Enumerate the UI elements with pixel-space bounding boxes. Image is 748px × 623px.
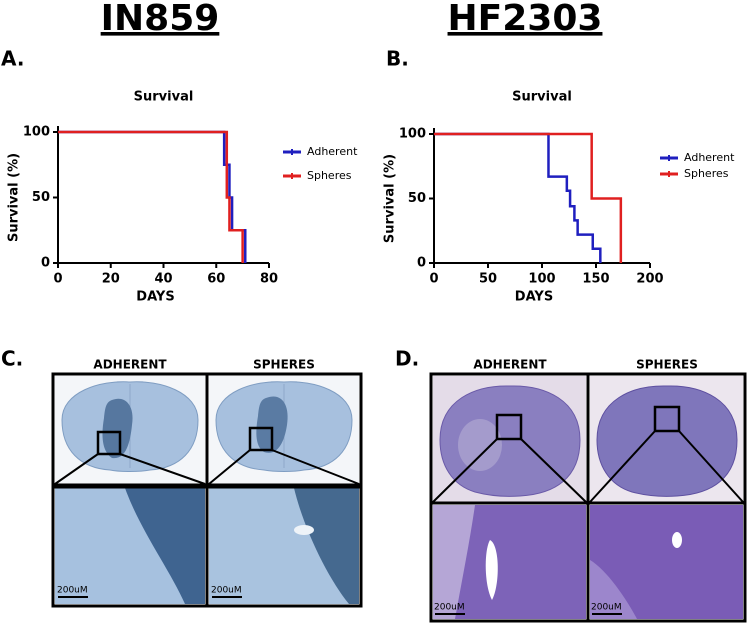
ventricle <box>485 540 498 600</box>
normal-tissue <box>433 505 475 619</box>
x-tick-label: 0 <box>429 272 438 287</box>
histology-d-adherent: 200uM <box>429 372 590 623</box>
x-tick-label: 150 <box>582 272 609 287</box>
legend-label: Adherent <box>684 151 735 164</box>
y-tick-label: 0 <box>417 256 426 271</box>
survival-curve <box>58 130 244 263</box>
y-axis-label: Survival (%) <box>7 153 22 242</box>
y-tick-label: 0 <box>41 256 50 271</box>
zoom-lines <box>432 438 587 503</box>
panel-label: A. <box>1 47 24 71</box>
histology-c-spheres: 200uM <box>205 372 363 608</box>
column-label: ADHERENT <box>93 358 167 372</box>
chart-title: Survival <box>134 90 194 105</box>
tumor <box>102 398 133 459</box>
y-tick-label: 100 <box>399 127 426 142</box>
brain-section <box>596 385 738 497</box>
y-tick-label: 50 <box>408 191 426 206</box>
legend-label: Spheres <box>684 167 729 180</box>
tissue-region <box>458 419 502 471</box>
column-label: SPHERES <box>253 358 315 372</box>
heading: HF2303 <box>448 0 603 39</box>
x-tick-label: 80 <box>260 272 278 287</box>
chart-title: Survival <box>512 90 572 105</box>
scale-label: 200uM <box>57 586 88 596</box>
scale-label: 200uM <box>211 586 242 596</box>
survival-curve <box>434 132 602 263</box>
column-label: ADHERENT <box>473 358 547 372</box>
tumor <box>256 396 288 453</box>
column-label: SPHERES <box>636 358 698 372</box>
survival-curve <box>434 132 623 263</box>
frame <box>586 372 747 623</box>
x-tick-label: 50 <box>479 272 497 287</box>
zoom-lines <box>208 449 360 485</box>
tumor-zoom <box>294 488 359 604</box>
x-tick-label: 40 <box>154 272 172 287</box>
ventricle <box>294 525 314 535</box>
x-axis-label: DAYS <box>136 290 174 305</box>
x-tick-label: 200 <box>636 272 663 287</box>
zoom-lines <box>54 453 206 485</box>
histology-d-spheres: 200uM <box>586 372 747 623</box>
y-tick-label: 50 <box>32 190 50 205</box>
x-tick-label: 0 <box>53 272 62 287</box>
y-axis-label: Survival (%) <box>383 154 398 243</box>
normal-tissue <box>590 560 637 619</box>
zoom-box <box>653 405 681 433</box>
y-tick-label: 100 <box>23 125 50 140</box>
frame <box>205 372 363 608</box>
x-tick-label: 60 <box>207 272 225 287</box>
vessel <box>672 532 682 548</box>
scale-label: 200uM <box>434 603 465 613</box>
panel-label: B. <box>386 47 409 71</box>
x-tick-label: 100 <box>528 272 555 287</box>
scale-label: 200uM <box>591 603 622 613</box>
x-axis-label: DAYS <box>515 290 553 305</box>
zoom-box <box>495 413 523 441</box>
panel-label: C. <box>1 347 23 371</box>
zoom-box <box>248 426 274 452</box>
heading: IN859 <box>101 0 220 39</box>
histology-c-adherent: 200uM <box>51 372 209 608</box>
zoom-box <box>96 430 122 456</box>
zoom-lines <box>589 430 744 503</box>
survival-curve <box>58 130 247 263</box>
x-tick-label: 20 <box>102 272 120 287</box>
legend-label: Adherent <box>307 145 358 158</box>
tumor-zoom <box>125 488 205 604</box>
panel-label: D. <box>395 347 419 371</box>
legend-label: Spheres <box>307 169 352 182</box>
